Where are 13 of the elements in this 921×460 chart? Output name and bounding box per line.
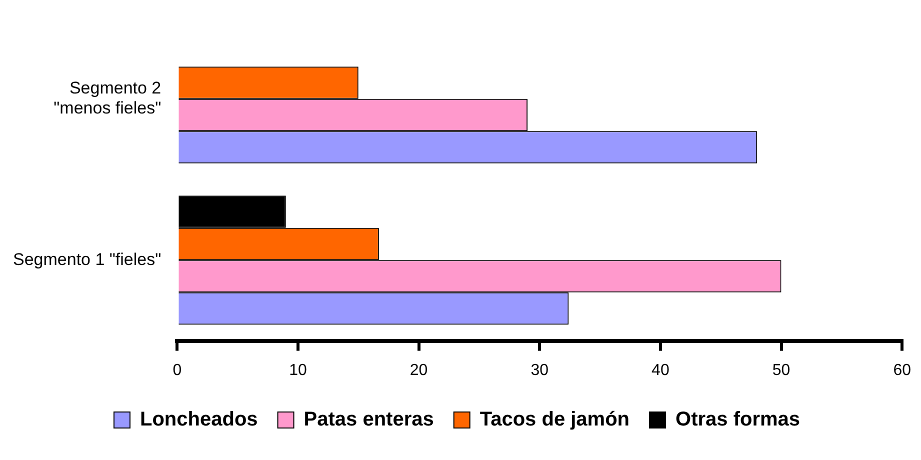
legend-label: Tacos de jamón [480,408,630,431]
x-tick-label: 0 [172,362,182,379]
y-tick-label: Segmento 1 "fieles" [12,250,162,269]
x-tick-label: 20 [410,362,428,379]
x-tick-label: 10 [289,362,307,379]
x-tick-label: 30 [530,362,549,379]
legend-label: Otras formas [676,408,800,431]
legend-label: Patas enteras [304,408,434,431]
x-tick-label: 50 [772,362,790,379]
x-tick-label: 40 [652,362,670,379]
x-tick-label: 60 [893,362,912,379]
legend-label: Loncheados [140,408,258,431]
y-tick-label: Segmento 2 "menos fieles" [54,78,162,118]
